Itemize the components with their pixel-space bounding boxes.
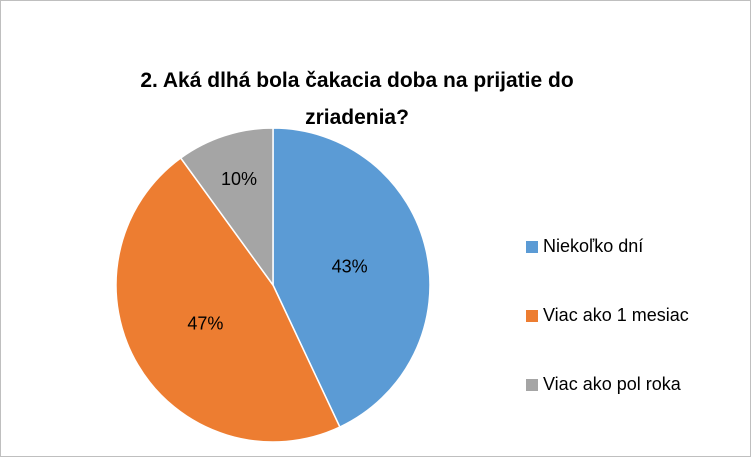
legend-swatch — [526, 241, 538, 253]
chart-title: 2. Aká dlhá bola čakacia doba na prijati… — [140, 69, 574, 129]
legend-swatch — [526, 379, 538, 391]
pie-slice — [272, 127, 431, 429]
pie-slice — [179, 127, 274, 288]
pie-slice — [115, 156, 341, 443]
legend-label: Niekoľko dní — [543, 236, 643, 256]
data-label: 10% — [221, 169, 257, 189]
data-label: 43% — [332, 257, 368, 277]
legend-label: Viac ako 1 mesiac — [543, 305, 689, 325]
legend-label: Viac ako pol roka — [543, 374, 682, 394]
legend-swatch — [526, 310, 538, 322]
data-label: 47% — [187, 314, 223, 334]
